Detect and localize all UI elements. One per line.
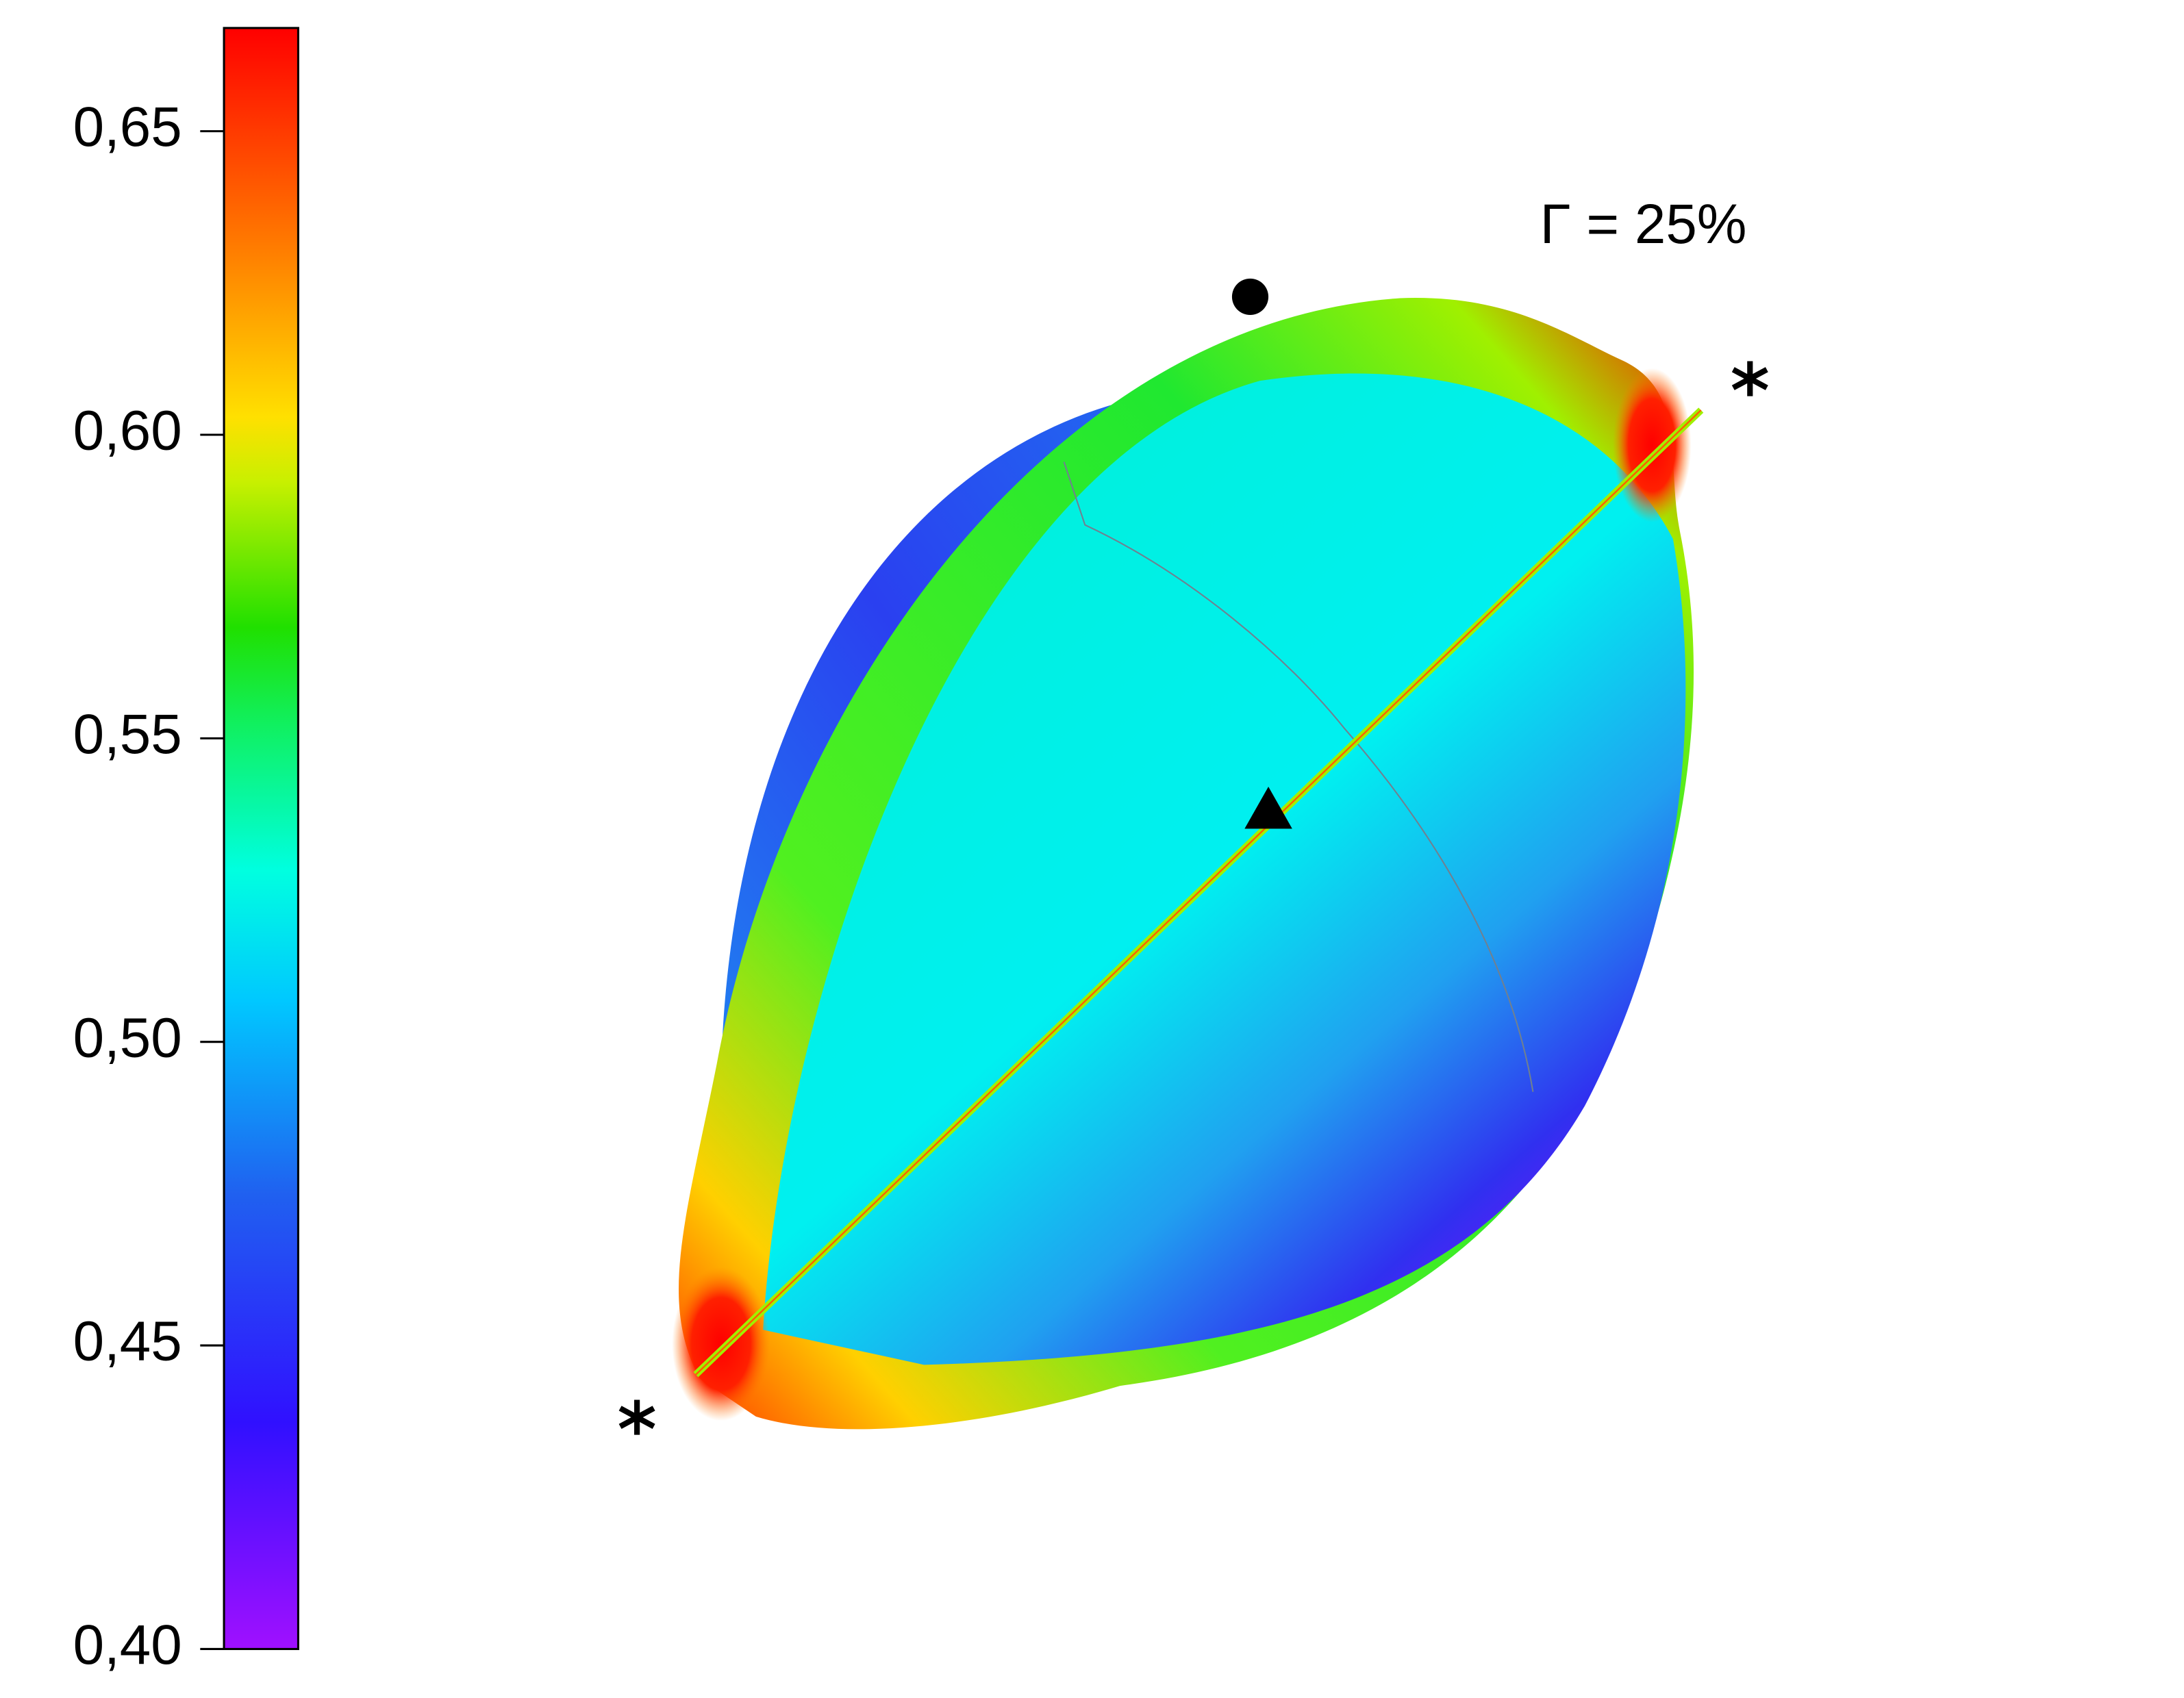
tick-label: 0,40 <box>73 1614 182 1676</box>
tick-label: 0,45 <box>73 1310 182 1373</box>
tick-label: 0,60 <box>73 400 182 462</box>
tick-label: 0,65 <box>73 96 182 158</box>
tick-label: 0,55 <box>73 703 182 765</box>
star-marker <box>1731 361 1768 396</box>
annotation: Γ = 25% <box>1540 193 1747 255</box>
star-marker <box>618 1399 655 1435</box>
tick-label: 0,50 <box>73 1006 182 1069</box>
triangle-marker <box>1244 787 1292 829</box>
surface <box>672 298 1704 1430</box>
circle-marker <box>1231 278 1269 316</box>
colorbar <box>223 27 299 1650</box>
